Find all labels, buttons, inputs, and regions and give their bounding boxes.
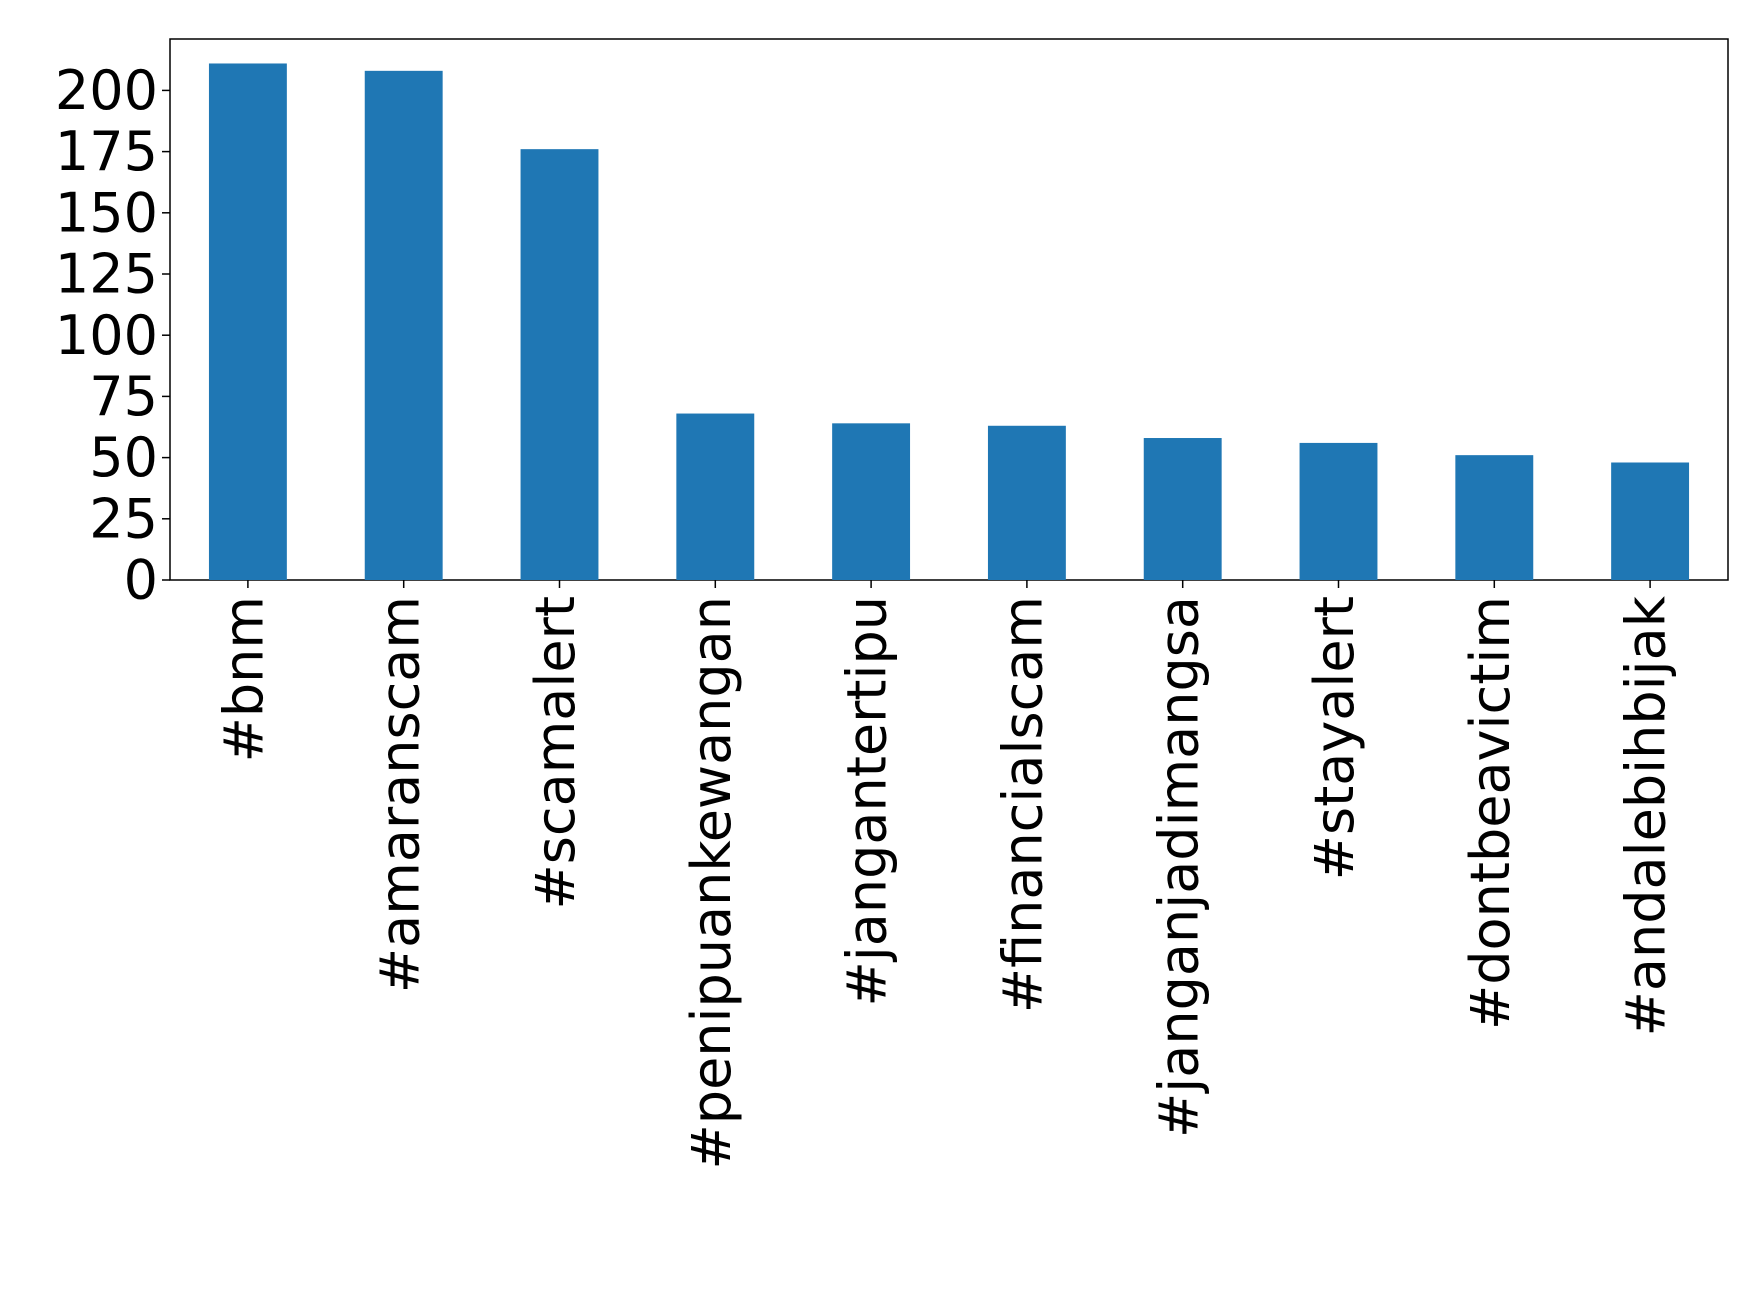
x-tick-label: #dontbeavictim bbox=[1459, 596, 1522, 1030]
y-tick-label: 200 bbox=[55, 59, 158, 122]
x-tick-label: #janganjadimangsa bbox=[1147, 596, 1210, 1138]
bar bbox=[676, 413, 755, 580]
y-tick-label: 50 bbox=[89, 426, 158, 489]
x-tick-label: #scamalert bbox=[524, 596, 587, 909]
bar bbox=[832, 423, 911, 580]
y-tick-label: 75 bbox=[89, 365, 158, 428]
y-tick-label: 100 bbox=[55, 304, 158, 367]
x-tick-label: #financialscam bbox=[992, 596, 1055, 1013]
x-tick-label: #bnm bbox=[213, 596, 276, 762]
bar bbox=[1299, 442, 1378, 580]
bar bbox=[1455, 455, 1534, 580]
x-tick-label: #stayalert bbox=[1303, 596, 1366, 880]
x-tick-label: #jangantertipu bbox=[836, 596, 899, 1006]
bar bbox=[987, 425, 1066, 580]
bar bbox=[208, 63, 287, 581]
plot-frame bbox=[169, 38, 1729, 581]
y-tick-label: 25 bbox=[89, 487, 158, 550]
bar bbox=[364, 70, 443, 580]
y-tick-label: 0 bbox=[124, 549, 158, 612]
y-tick-label: 150 bbox=[55, 181, 158, 244]
x-tick-label: #amaranscam bbox=[368, 596, 431, 993]
bar bbox=[520, 149, 599, 580]
y-tick-label: 175 bbox=[55, 120, 158, 183]
x-tick-label: #penipuankewangan bbox=[680, 596, 743, 1169]
bar bbox=[1611, 462, 1690, 580]
x-tick-label: #andalebihbijak bbox=[1615, 595, 1678, 1036]
bar bbox=[1143, 438, 1222, 580]
y-tick-label: 125 bbox=[55, 243, 158, 306]
